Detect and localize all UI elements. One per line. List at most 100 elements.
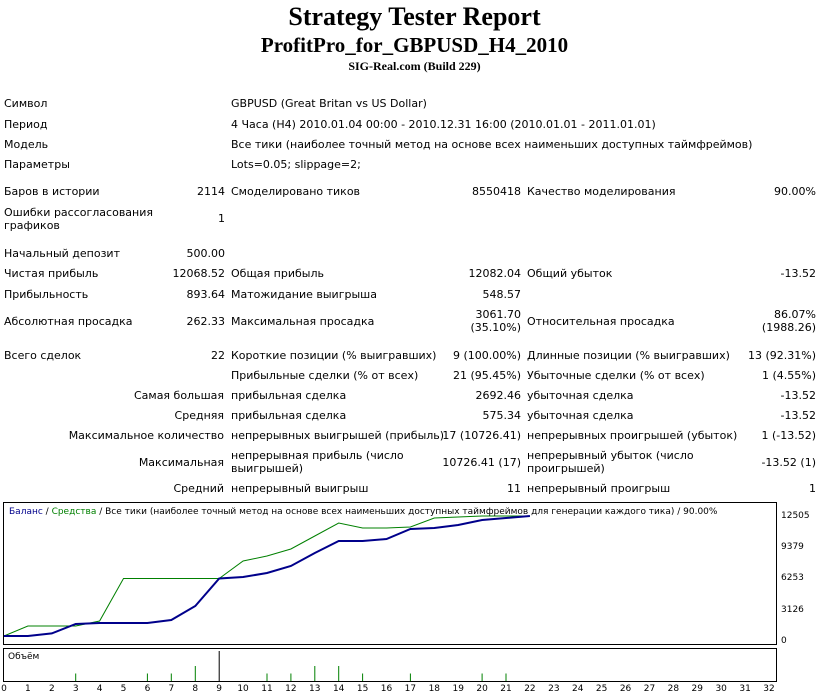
max-consecutive-wins-label: непрерывных выигрышей (прибыль) (231, 429, 445, 442)
volume-bar (218, 651, 220, 681)
net-profit-value: 12068.52 (172, 267, 226, 280)
volume-bar (338, 666, 340, 681)
balance-chart-plot (3, 515, 530, 637)
x-tick-label: 6 (144, 684, 151, 694)
x-tick-label: 21 (500, 684, 512, 694)
y-tick-label: 12505 (781, 510, 810, 521)
x-tick-label: 26 (619, 684, 632, 694)
rel-drawdown-label: Относительная просадка (527, 315, 675, 328)
volume-bar (146, 673, 148, 681)
maximal-profit-value: 10726.41 (17) (442, 456, 521, 469)
max-drawdown-value: 3061.70 (475, 308, 522, 321)
max-drawdown-label: Максимальная просадка (231, 315, 375, 328)
x-tick-label: 24 (572, 684, 584, 694)
x-tick-label: 17 (404, 684, 417, 694)
x-tick-label: 1 (25, 684, 31, 694)
x-tick-label: 27 (643, 684, 656, 694)
net-profit-label: Чистая прибыль (4, 267, 99, 280)
total-trades-value: 22 (211, 349, 225, 362)
volume-bar (75, 673, 77, 681)
y-tick-label: 0 (781, 636, 787, 646)
legend-separator: / (674, 507, 684, 517)
gross-profit-value: 12082.04 (468, 267, 522, 280)
x-tick-label: 28 (667, 684, 680, 694)
average-consecutive-wins-value: 11 (507, 482, 521, 495)
x-tick-label: 32 (763, 684, 775, 694)
inputs-value: Lots=0.05; slippage=2; (231, 158, 361, 171)
bars-label: Баров в истории (4, 185, 100, 198)
profit-trades-value: 21 (95.45%) (452, 369, 521, 382)
x-tick-label: 20 (476, 684, 488, 694)
profit-trades-label: Прибыльные сделки (% от всех) (231, 369, 419, 382)
legend-balance: Баланс (9, 507, 43, 517)
volume-chart-plot (75, 651, 507, 681)
symbol-label: Символ (4, 97, 48, 110)
model-label: Модель (4, 138, 49, 151)
volume-bar (362, 673, 364, 681)
profit-factor-label: Прибыльность (4, 288, 89, 301)
symbol-value: GBPUSD (Great Britan vs US Dollar) (231, 97, 427, 110)
max-count-label: Максимальное количество (68, 429, 224, 442)
equity-line (3, 515, 530, 637)
legend-separator: / (42, 507, 52, 517)
x-tick-label: 22 (524, 684, 536, 694)
profit-factor-value: 893.64 (186, 288, 226, 301)
x-tick-label: 3 (72, 684, 79, 694)
ticks-label: Смоделировано тиков (231, 185, 361, 198)
average-loss-label: убыточная сделка (527, 409, 634, 422)
rel-drawdown-value: (1988.26) (761, 321, 816, 334)
x-tick-label: 2 (48, 684, 55, 694)
long-positions-label: Длинные позиции (% выигравших) (527, 349, 730, 362)
volume-bar (505, 673, 507, 681)
average-consecutive-wins-label: непрерывный выигрыш (231, 482, 369, 495)
max-consecutive-wins-value: 17 (10726.41) (442, 429, 521, 442)
x-tick-label: 25 (595, 684, 608, 694)
largest-loss-value: -13.52 (780, 389, 816, 402)
average-consecutive-label: Средний (173, 482, 224, 495)
x-tick-label: 13 (309, 684, 321, 694)
legend-model-info: Все тики (наиболее точный метод на основ… (105, 507, 675, 517)
x-tick-label: 4 (96, 684, 103, 694)
mismatch-value: 1 (218, 212, 225, 225)
average-label: Средняя (174, 409, 224, 422)
legend-equity: Средства (51, 507, 97, 517)
y-tick-label: 3126 (781, 604, 804, 615)
gross-profit-label: Общая прибыль (231, 267, 324, 280)
maximal-label: Максимальная (138, 456, 224, 469)
average-profit-value: 575.34 (482, 409, 522, 422)
deposit-value: 500.00 (186, 247, 226, 260)
max-consecutive-losses-value: 1 (-13.52) (761, 429, 816, 442)
x-tick-label: 12 (285, 684, 297, 694)
loss-trades-label: Убыточные сделки (% от всех) (527, 369, 705, 382)
volume-bar (481, 673, 483, 681)
rel-drawdown-percent: 86.07% (774, 308, 816, 321)
mismatch-label: Ошибки рассогласования графиков (4, 206, 154, 232)
x-tick-label: 15 (356, 684, 369, 694)
max-drawdown-percent: (35.10%) (470, 321, 521, 334)
balance-chart: Баланс / Средства / Все тики (наиболее т… (3, 502, 777, 645)
volume-bar (409, 673, 411, 681)
volume-bar (194, 666, 196, 681)
x-tick-label: 5 (120, 684, 127, 694)
x-tick-label: 0 (1, 684, 7, 694)
quality-label: Качество моделирования (527, 185, 676, 198)
maximal-loss-value: -13.52 (1) (761, 456, 816, 469)
x-tick-label: 19 (452, 684, 464, 694)
x-tick-label: 14 (332, 684, 345, 694)
x-tick-label: 10 (237, 684, 249, 694)
x-tick-label: 16 (380, 684, 393, 694)
maximal-loss-label: непрерывный убыток (число проигрышей) (527, 449, 694, 475)
ticks-value: 8550418 (472, 185, 521, 198)
abs-drawdown-label: Абсолютная просадка (4, 315, 133, 328)
average-consecutive-losses-label: непрерывный проигрыш (527, 482, 671, 495)
average-loss-value: -13.52 (780, 409, 816, 422)
balance-line (4, 515, 530, 637)
quality-value: 90.00% (774, 185, 816, 198)
total-trades-label: Всего сделок (4, 349, 82, 362)
period-value: 4 Часа (H4) 2010.01.04 00:00 - 2010.12.3… (231, 118, 656, 131)
y-tick-label: 6253 (781, 573, 804, 584)
largest-loss-label: убыточная сделка (527, 389, 634, 402)
gross-loss-label: Общий убыток (527, 267, 613, 280)
x-tick-label: 8 (192, 684, 199, 694)
average-profit-label: прибыльная сделка (231, 409, 347, 422)
